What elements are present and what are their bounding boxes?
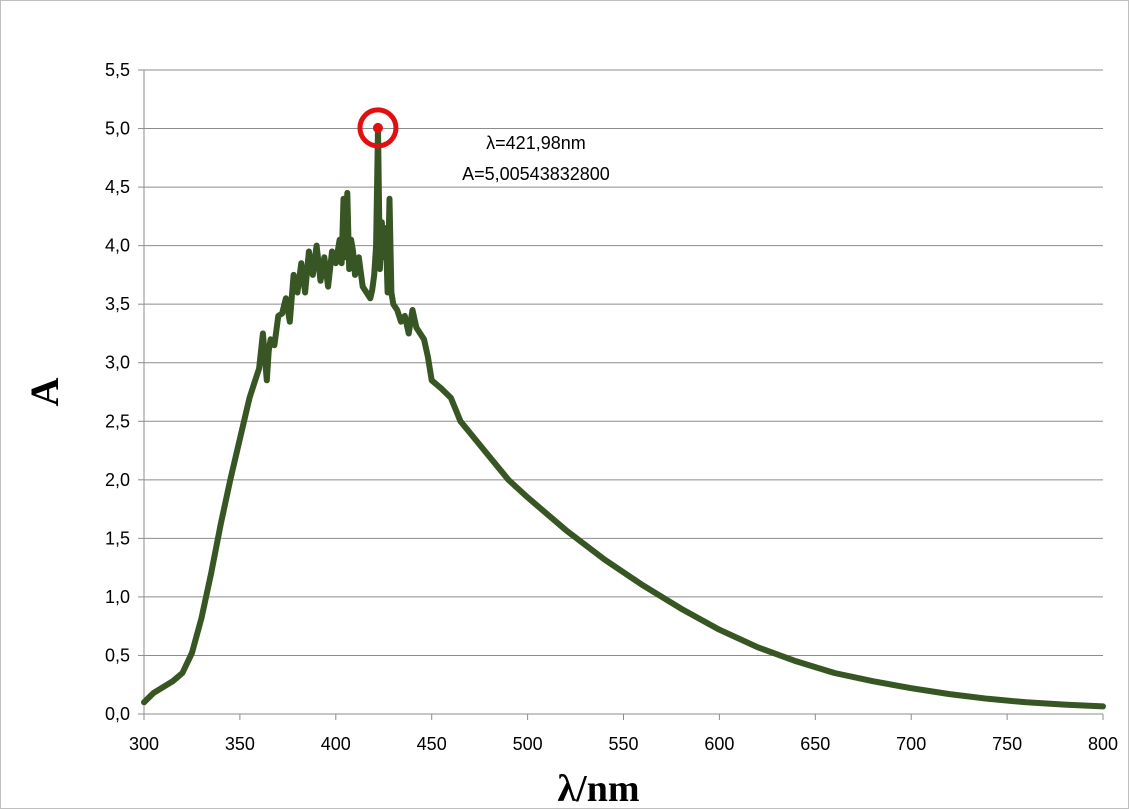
x-tick-label: 600 (704, 734, 734, 754)
peak-annotation-absorbance: A=5,00543832800 (462, 164, 610, 184)
y-axis-title: A (22, 377, 67, 406)
x-tick-label: 550 (608, 734, 638, 754)
y-tick-label: 1,0 (105, 587, 130, 607)
x-tick-label: 650 (800, 734, 830, 754)
peak-annotation-wavelength: λ=421,98nm (486, 133, 586, 153)
x-tick-labels: 300 350 400 450 500 550 600 650 700 750 800 (129, 734, 1118, 754)
x-axis-title: λ/nm (557, 768, 639, 808)
x-tick-label: 300 (129, 734, 159, 754)
annotation-layer: λ=421,98nm A=5,00543832800 (357, 107, 610, 184)
x-tick-label: 400 (321, 734, 351, 754)
y-tick-label: 3,0 (105, 353, 130, 373)
y-tick-label: 5,5 (105, 60, 130, 80)
grid-lines (138, 69, 1103, 715)
y-tick-label: 4,5 (105, 177, 130, 197)
x-tick-label: 500 (513, 734, 543, 754)
peak-highlight-ring (357, 107, 399, 149)
x-tick-label: 750 (992, 734, 1022, 754)
series-layer (141, 125, 1106, 710)
y-tick-label: 0,0 (105, 704, 130, 724)
y-tick-label: 1,5 (105, 528, 130, 548)
x-tick-label: 450 (417, 734, 447, 754)
axes (143, 70, 1104, 720)
y-tick-label: 2,5 (105, 411, 130, 431)
y-tick-label: 0,5 (105, 645, 130, 665)
absorbance-series-line (141, 125, 1106, 710)
y-tick-label: 4,0 (105, 236, 130, 256)
y-tick-label: 5,0 (105, 119, 130, 139)
y-tick-label: 3,5 (105, 294, 130, 314)
x-tick-label: 800 (1088, 734, 1118, 754)
y-tick-labels: 0,0 0,5 1,0 1,5 2,0 2,5 3,0 3,5 4,0 4,5 5,0 5,5 (105, 60, 130, 724)
peak-point (372, 122, 383, 133)
x-tick-label: 700 (896, 734, 926, 754)
y-tick-label: 2,0 (105, 470, 130, 490)
x-tick-label: 350 (225, 734, 255, 754)
